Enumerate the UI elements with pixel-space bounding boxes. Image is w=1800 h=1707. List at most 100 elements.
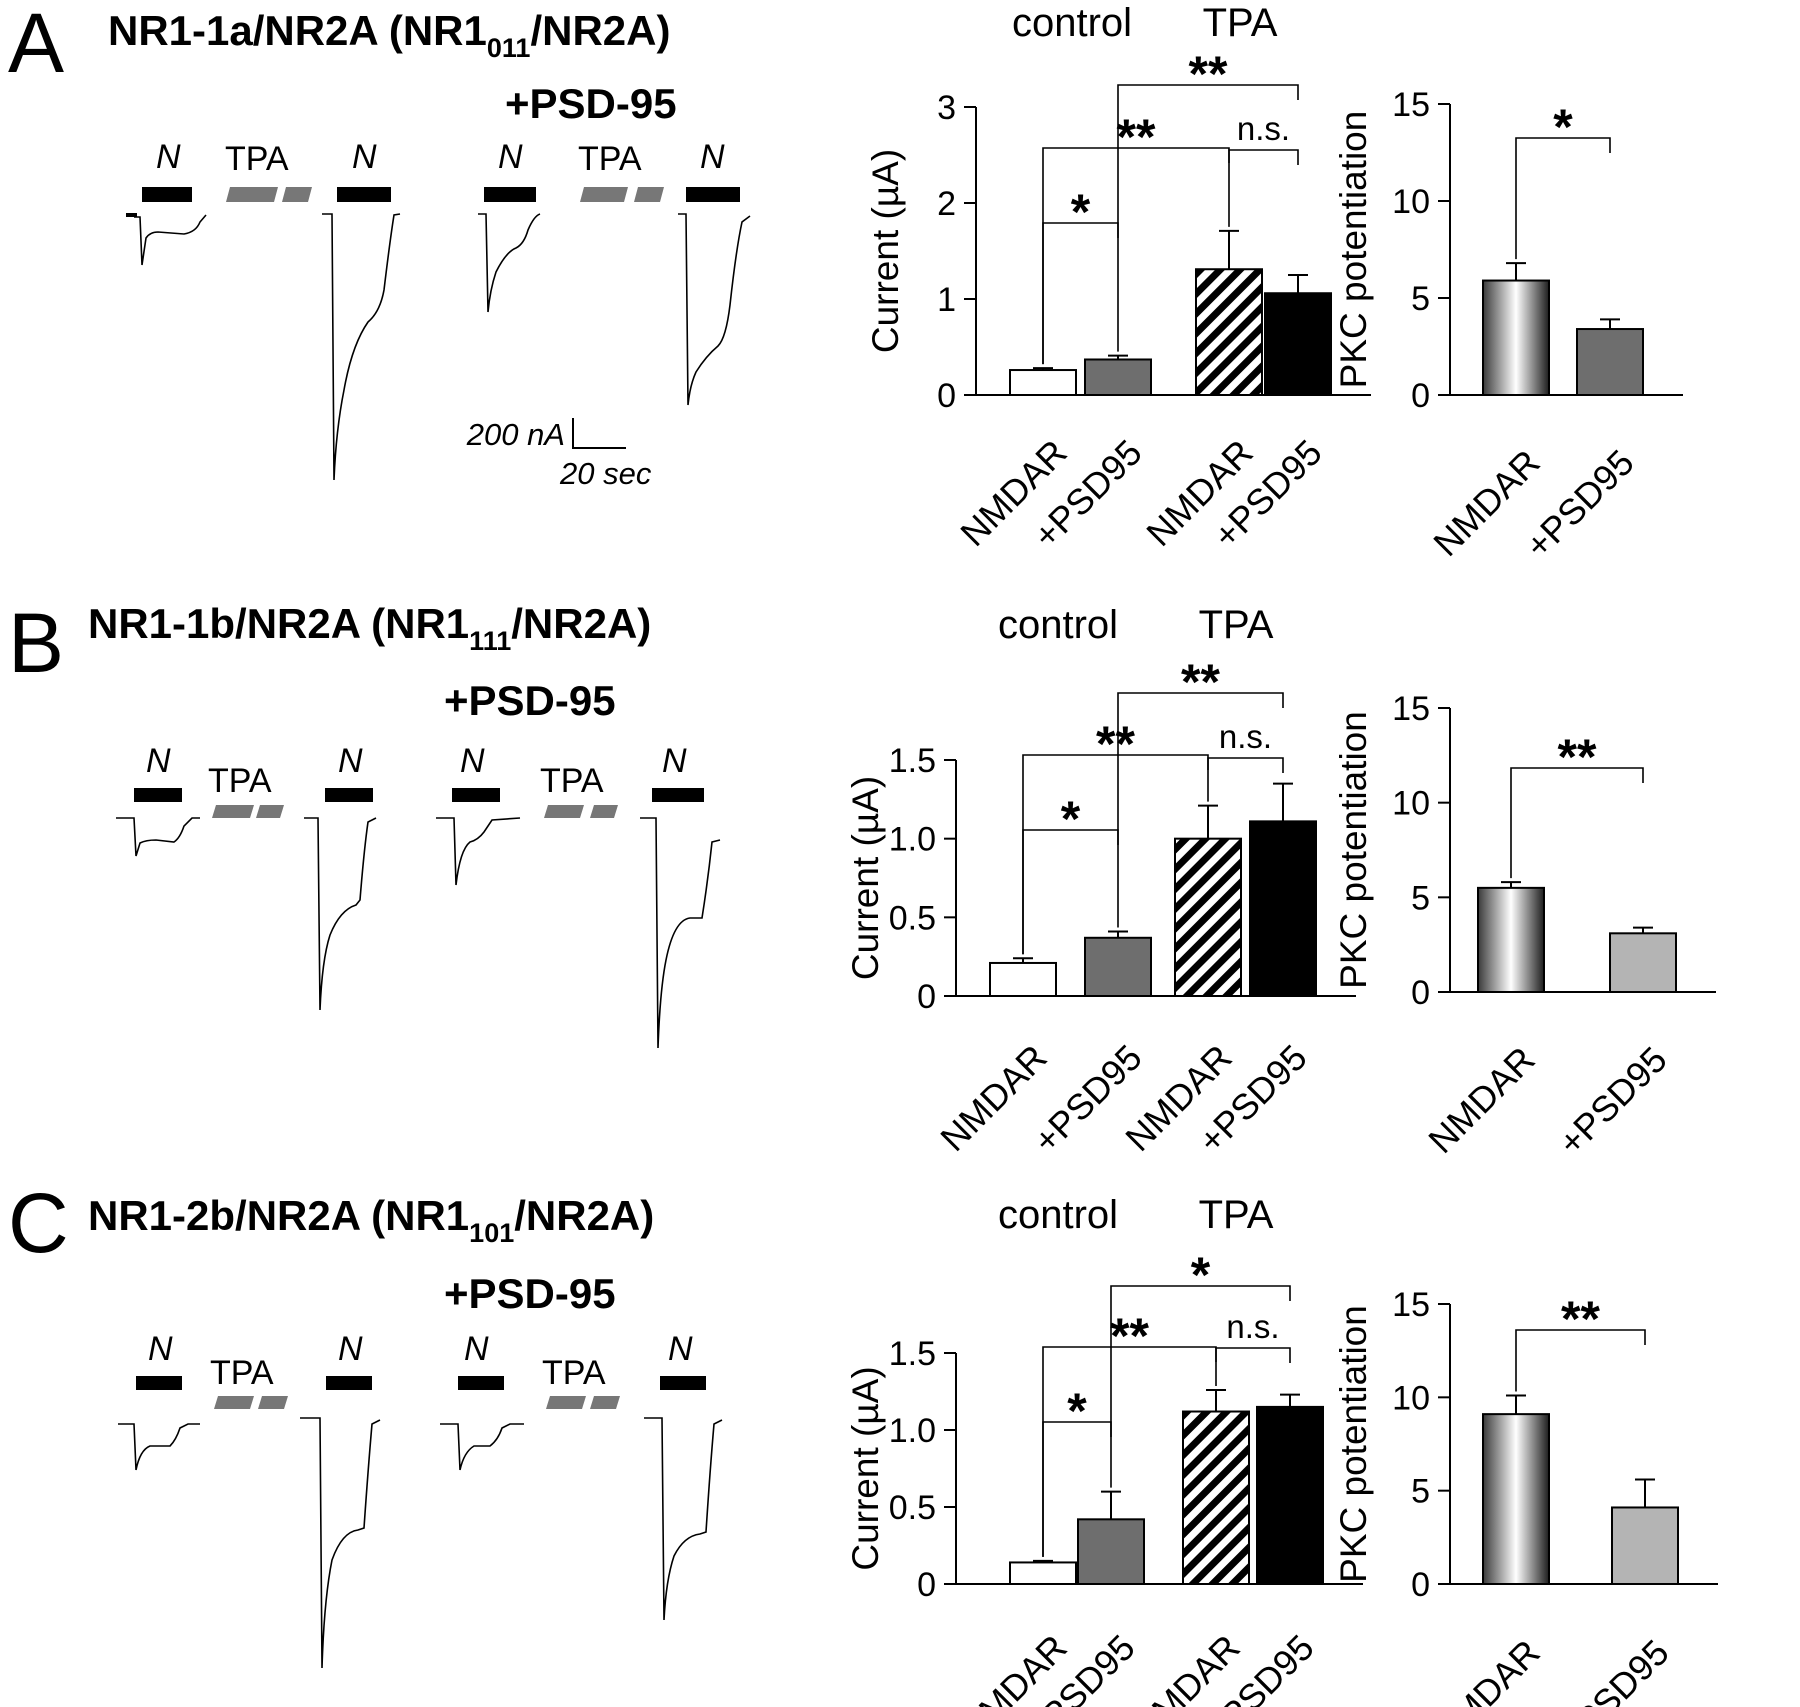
nmda-application-bar	[458, 1376, 504, 1390]
bar	[989, 961, 1057, 998]
bar	[1009, 369, 1077, 397]
bar	[1077, 1518, 1145, 1585]
trace-n-label: N	[338, 1330, 363, 1368]
trace-tpa-label: TPA	[208, 762, 272, 800]
y-tick-label: 10	[1392, 1379, 1430, 1417]
bar	[1482, 1413, 1550, 1585]
trace-tpa-label: TPA	[578, 140, 642, 178]
category-label: +PSD95	[1550, 1039, 1675, 1164]
scale-bar: 200 nA 20 sec	[466, 417, 652, 491]
panel-b-traces-nmdar: N TPA N	[116, 742, 377, 1011]
bar	[1576, 328, 1644, 397]
significance-bracket	[1022, 829, 1119, 955]
significance-bracket	[1117, 84, 1299, 352]
nmda-application-bar	[136, 1376, 182, 1390]
nmda-application-bar	[326, 1376, 372, 1390]
y-tick-label: 1.0	[889, 1412, 936, 1450]
significance-bracket	[1042, 222, 1119, 365]
bar	[1084, 936, 1152, 998]
bar	[1256, 1405, 1324, 1586]
significance-label: **	[1110, 1308, 1149, 1364]
panel-b-traces-psd95: N TPA N	[436, 742, 721, 1049]
current-trace-tpa	[304, 817, 377, 1011]
condition-label: control	[1012, 1, 1132, 45]
panel-c-title: NR1-2b/NR2A (NR1101/NR2A)	[88, 1192, 654, 1248]
significance-label: **	[1189, 46, 1228, 102]
panel-c-psd95-label: +PSD-95	[444, 1270, 616, 1317]
significance-label: *	[1191, 1247, 1211, 1303]
significance-bracket	[1215, 1347, 1291, 1386]
y-tick-label: 0	[937, 377, 956, 415]
bar	[1009, 1561, 1077, 1585]
panel-b-psd95-label: +PSD-95	[444, 677, 616, 724]
significance-label: n.s.	[1237, 110, 1290, 147]
current-trace-control	[436, 817, 521, 886]
trace-n-label: N	[460, 742, 485, 780]
trace-tpa-label: TPA	[225, 140, 289, 178]
significance-bracket	[1207, 757, 1284, 802]
bar	[1611, 1506, 1679, 1586]
y-tick-label: 0	[917, 1566, 936, 1604]
current-trace-tpa	[640, 817, 721, 1049]
condition-label: TPA	[1199, 603, 1274, 647]
condition-label: control	[998, 1193, 1118, 1237]
panel-a-traces-psd95: N TPA N	[478, 138, 751, 406]
panel-a: A NR1-1a/NR2A (NR1011/NR2A) +PSD-95 N TP…	[8, 0, 751, 491]
panel-b: B NR1-1b/NR2A (NR1111/NR2A) +PSD-95 N TP…	[8, 596, 721, 1049]
y-tick-label: 2	[937, 185, 956, 223]
significance-label: **	[1096, 716, 1135, 772]
bar	[1084, 358, 1152, 397]
y-axis-title: Current (µA)	[845, 1366, 886, 1570]
category-label: +PSD95	[1552, 1632, 1677, 1707]
trace-n-label: N	[700, 138, 725, 176]
panel-c: C NR1-2b/NR2A (NR1101/NR2A) +PSD-95 N TP…	[8, 1176, 723, 1669]
scale-bar-lines	[572, 418, 626, 449]
current-trace-tpa	[678, 213, 751, 406]
y-tick-label: 0	[1411, 377, 1430, 415]
scale-bar-time: 20 sec	[559, 456, 652, 491]
condition-label: TPA	[1199, 1193, 1274, 1237]
current-trace-control	[478, 213, 541, 313]
nmda-application-bar	[652, 788, 704, 802]
y-tick-label: 5	[1411, 1473, 1430, 1511]
trace-tpa-label: TPA	[542, 1354, 606, 1392]
y-tick-label: 15	[1392, 1286, 1430, 1324]
trace-n-label: N	[668, 1330, 693, 1368]
tpa-application-bar	[256, 805, 284, 818]
current-trace-control	[118, 1423, 200, 1471]
condition-label: control	[998, 603, 1118, 647]
bar	[1249, 820, 1317, 997]
significance-label: *	[1061, 791, 1081, 847]
significance-bracket	[1515, 137, 1611, 260]
significance-label: **	[1117, 109, 1156, 165]
y-tick-label: 3	[937, 89, 956, 127]
nmda-application-bar	[325, 788, 373, 802]
nmda-application-bar	[660, 1376, 706, 1390]
significance-label: n.s.	[1226, 1308, 1279, 1345]
trace-n-label: N	[156, 138, 181, 176]
trace-n-label: N	[148, 1330, 173, 1368]
y-tick-label: 1.5	[889, 1335, 936, 1373]
significance-label: n.s.	[1219, 718, 1272, 755]
tpa-application-bar	[212, 805, 254, 818]
y-tick-label: 5	[1411, 879, 1430, 917]
current-trace-tpa	[322, 213, 401, 481]
panel-a-traces-nmdar: N TPA N	[126, 138, 401, 481]
tpa-application-bar	[590, 1396, 620, 1409]
chart-b-pkc-potentiation: 0 5 10 15 PKC potentiation NMDAR +PSD95 **	[1333, 690, 1716, 1163]
y-tick-label: 0	[1411, 974, 1430, 1012]
tpa-application-bar	[226, 187, 278, 202]
category-label: NMDAR	[1420, 1039, 1542, 1161]
bar	[1477, 886, 1545, 993]
tpa-application-bar	[580, 187, 628, 202]
y-axis-title: Current (µA)	[865, 149, 906, 353]
current-trace-tpa	[300, 1417, 381, 1669]
tpa-application-bar	[634, 187, 664, 202]
significance-label: *	[1071, 184, 1091, 240]
scale-bar-current: 200 nA	[466, 417, 565, 452]
